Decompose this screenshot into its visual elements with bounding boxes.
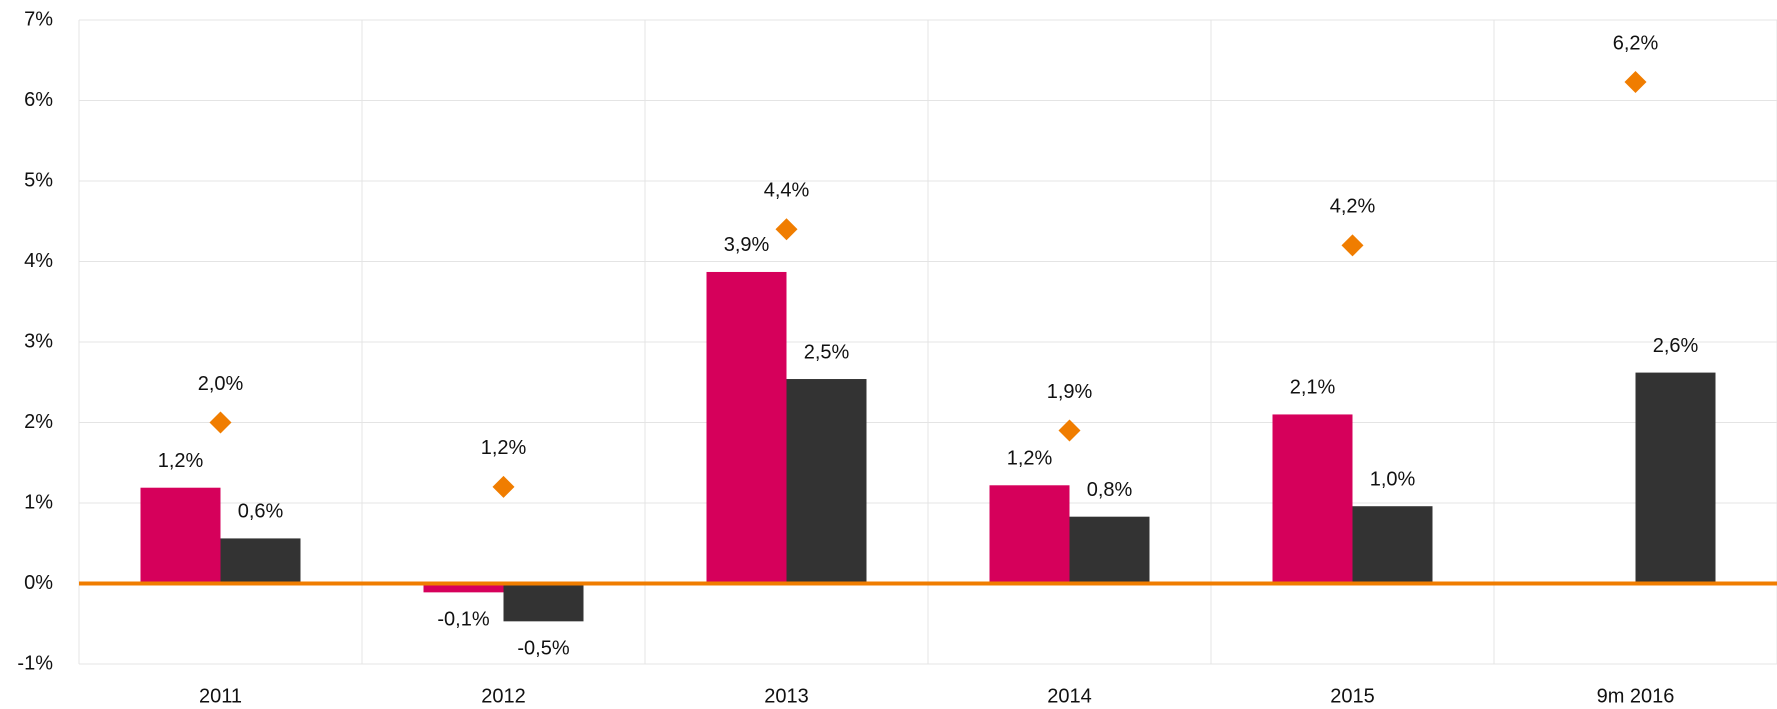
bar — [989, 485, 1070, 584]
bar — [423, 583, 504, 593]
x-tick-label: 9m 2016 — [1597, 685, 1675, 707]
y-tick-label: -1% — [17, 652, 53, 674]
data-label: 1,2% — [1007, 448, 1053, 470]
diamond-marker — [1058, 419, 1081, 442]
bar — [1635, 372, 1716, 584]
data-label: 4,2% — [1330, 196, 1376, 218]
y-tick-label: 6% — [24, 89, 53, 111]
y-tick-label: 7% — [24, 8, 53, 30]
diamond-marker — [209, 411, 232, 434]
data-label: 2,1% — [1290, 377, 1336, 399]
data-label: 2,6% — [1653, 335, 1699, 357]
data-label: 6,2% — [1613, 32, 1659, 54]
diamond-marker — [492, 475, 515, 498]
x-tick-label: 2014 — [1047, 685, 1092, 707]
x-tick-label: 2012 — [481, 685, 526, 707]
data-label: 0,8% — [1087, 479, 1133, 501]
data-label: 0,6% — [238, 501, 284, 523]
y-tick-label: 3% — [24, 330, 53, 352]
diamond-marker — [1624, 70, 1647, 93]
bar — [1069, 516, 1150, 584]
diamond-marker — [775, 218, 798, 241]
data-label: 1,2% — [158, 450, 204, 472]
data-label: -0,1% — [437, 609, 489, 631]
bar — [786, 379, 867, 584]
bar — [220, 538, 301, 584]
data-label: 1,2% — [481, 437, 527, 459]
y-tick-label: 5% — [24, 169, 53, 191]
bar — [1352, 506, 1433, 584]
bar — [140, 487, 221, 584]
data-label: 2,0% — [198, 373, 244, 395]
data-label: 1,0% — [1370, 469, 1416, 491]
data-label: 2,5% — [804, 341, 850, 363]
data-label: 4,4% — [764, 180, 810, 202]
bar — [503, 583, 584, 622]
x-tick-label: 2015 — [1330, 685, 1375, 707]
x-tick-label: 2011 — [199, 685, 242, 707]
diamond-marker — [1341, 234, 1364, 257]
bar — [1272, 414, 1353, 584]
data-label: 3,9% — [724, 234, 770, 256]
y-tick-label: 4% — [24, 250, 53, 272]
y-tick-label: 1% — [24, 491, 53, 513]
data-label: 1,9% — [1047, 381, 1093, 403]
data-label: -0,5% — [517, 638, 569, 660]
x-tick-label: 2013 — [764, 685, 809, 707]
bar — [706, 271, 787, 584]
y-tick-label: 0% — [24, 572, 53, 594]
y-tick-label: 2% — [24, 411, 53, 433]
